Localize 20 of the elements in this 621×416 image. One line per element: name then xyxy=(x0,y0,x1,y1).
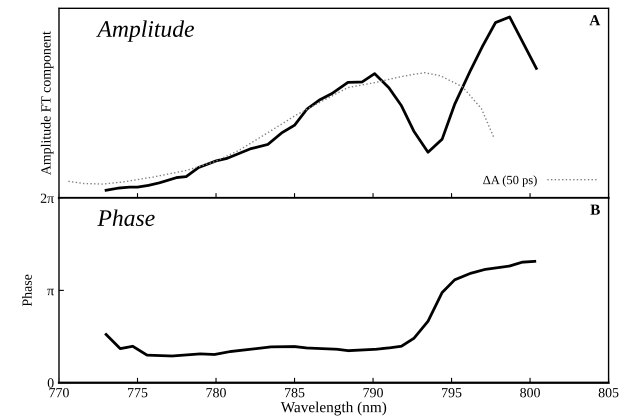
x-axis-title: Wavelength (nm) xyxy=(280,402,386,416)
annotation: A xyxy=(589,15,600,26)
x-tick-label: 790 xyxy=(364,388,383,398)
x-tick-label: 770 xyxy=(49,388,69,398)
annotation: B xyxy=(590,204,600,215)
x-tick-label: 780 xyxy=(206,388,226,398)
legend-label: ΔA (50 ps) xyxy=(483,175,537,187)
x-tick-label: 785 xyxy=(285,388,304,398)
y-tick-label: π xyxy=(47,288,54,296)
x-tick-label: 800 xyxy=(520,388,540,398)
y-axis-title: Phase xyxy=(22,274,32,306)
y-axis-title: Amplitude FT component xyxy=(40,31,54,176)
y-tick-label: 2π xyxy=(40,194,54,203)
x-tick-label: 795 xyxy=(442,388,462,398)
x-tick-label: 805 xyxy=(598,388,618,398)
line-series xyxy=(104,260,536,358)
x-tick-label: 775 xyxy=(128,388,148,398)
annotation: Amplitude xyxy=(96,20,194,42)
annotation: Phase xyxy=(97,209,155,226)
y-tick-label: 0 xyxy=(48,378,54,388)
